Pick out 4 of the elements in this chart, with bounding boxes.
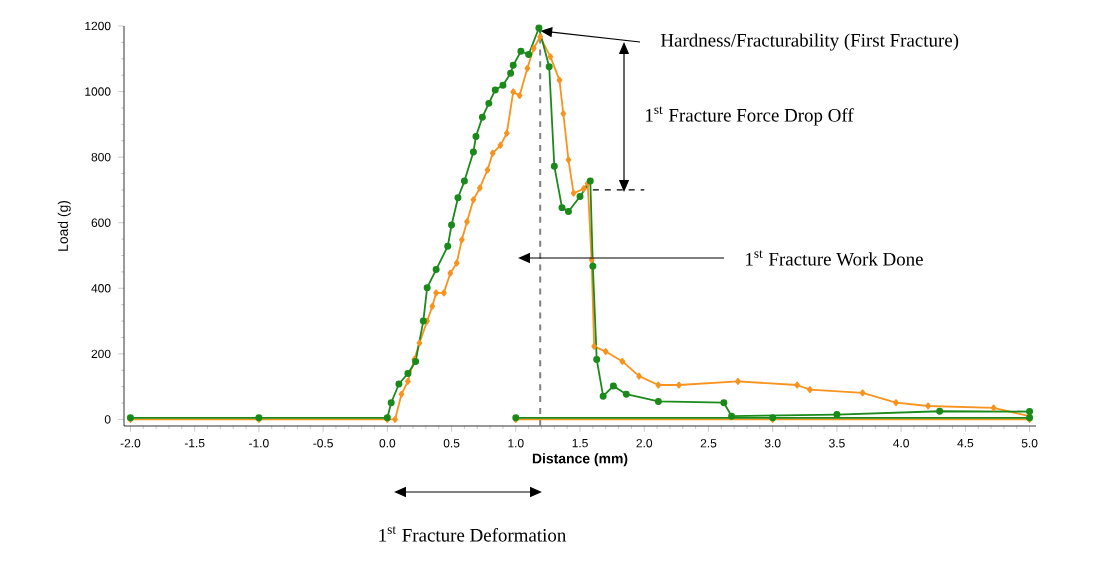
annotation: 1$^{st}$ Fracture Force Drop Off: [646, 106, 854, 126]
annotation: 1$^{st}$ Fracture Work Done: [746, 250, 923, 266]
annotation: Hardness/Fracturability (First Fracture): [660, 33, 959, 51]
text: 1$^{st}$ Fracture Deformation: [379, 526, 567, 542]
